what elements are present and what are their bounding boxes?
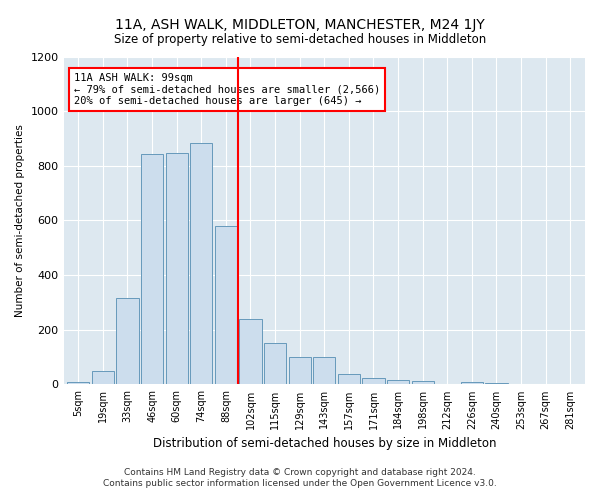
X-axis label: Distribution of semi-detached houses by size in Middleton: Distribution of semi-detached houses by … [152, 437, 496, 450]
Bar [412, 381, 434, 384]
Text: 11A, ASH WALK, MIDDLETON, MANCHESTER, M24 1JY: 11A, ASH WALK, MIDDLETON, MANCHESTER, M2… [115, 18, 485, 32]
Bar [289, 357, 311, 384]
Bar [141, 154, 163, 384]
Text: 11A ASH WALK: 99sqm
← 79% of semi-detached houses are smaller (2,566)
20% of sem: 11A ASH WALK: 99sqm ← 79% of semi-detach… [74, 73, 380, 106]
Bar [362, 378, 385, 384]
Bar [387, 380, 409, 384]
Text: Size of property relative to semi-detached houses in Middleton: Size of property relative to semi-detach… [114, 32, 486, 46]
Bar [215, 226, 237, 384]
Bar [67, 382, 89, 384]
Bar [485, 383, 508, 384]
Bar [264, 343, 286, 384]
Y-axis label: Number of semi-detached properties: Number of semi-detached properties [15, 124, 25, 317]
Bar [116, 298, 139, 384]
Bar [313, 357, 335, 384]
Bar [190, 142, 212, 384]
Text: Contains HM Land Registry data © Crown copyright and database right 2024.
Contai: Contains HM Land Registry data © Crown c… [103, 468, 497, 487]
Bar [239, 320, 262, 384]
Bar [461, 382, 483, 384]
Bar [166, 152, 188, 384]
Bar [338, 374, 360, 384]
Bar [92, 371, 114, 384]
